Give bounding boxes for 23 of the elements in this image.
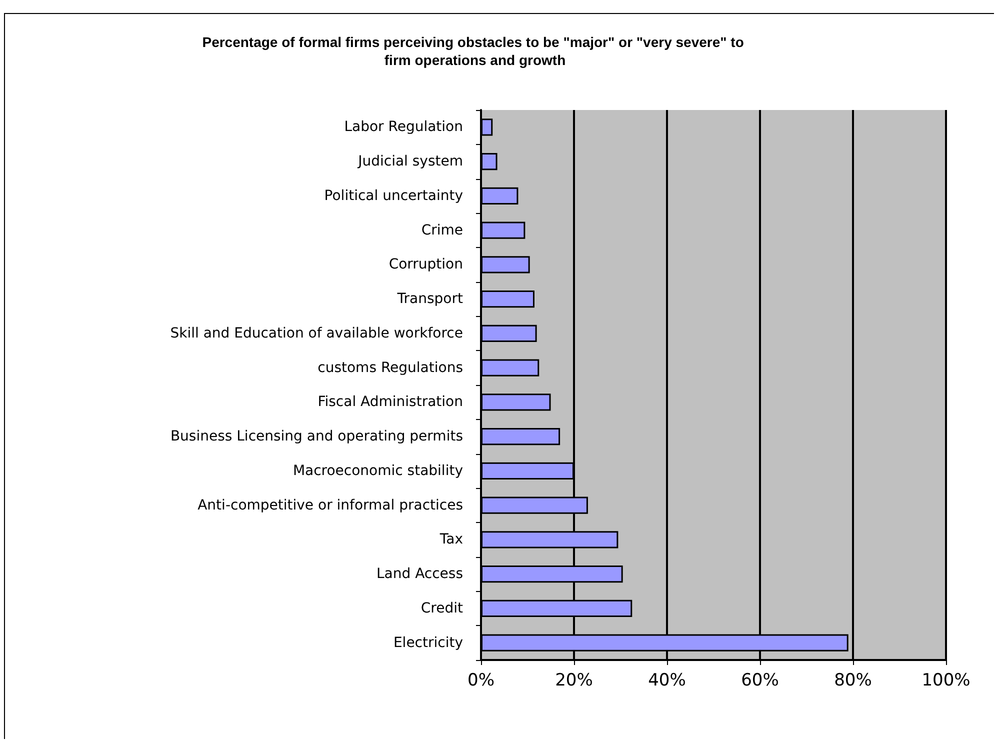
y-tick-label: Macroeconomic stability <box>292 462 463 479</box>
y-tick-label: Crime <box>421 222 463 238</box>
y-tick-label: Fiscal Administration <box>318 394 463 410</box>
x-tick-label: 20% <box>555 670 593 690</box>
y-tick-label: Transport <box>396 291 464 308</box>
y-tick-label: Credit <box>420 600 464 616</box>
y-tick-label: Anti-competitive or informal practices <box>198 497 463 514</box>
y-tick-label: Land Access <box>376 566 463 582</box>
x-tick-label: 40% <box>648 670 686 690</box>
x-tick-label: 0% <box>468 670 494 690</box>
y-tick-label: Business Licensing and operating permits <box>170 428 463 445</box>
y-tick-label: Corruption <box>388 256 463 273</box>
x-tick-label: 100% <box>922 670 970 690</box>
y-tick-label: Electricity <box>393 634 463 651</box>
x-tick-label: 80% <box>834 670 872 690</box>
y-tick-label: Political uncertainty <box>324 188 463 204</box>
y-tick-label: Labor Regulation <box>344 119 463 136</box>
y-tick-label: customs Regulations <box>318 360 463 376</box>
y-tick-label: Skill and Education of available workforce <box>170 325 463 342</box>
y-tick-label: Tax <box>438 532 463 548</box>
chart-title: Percentage of formal firms perceiving obstacles to be "major" or "very severe" to firm operations and growth <box>202 34 748 68</box>
y-tick-label: Judicial system <box>357 154 463 170</box>
x-tick-label: 60% <box>741 670 779 690</box>
